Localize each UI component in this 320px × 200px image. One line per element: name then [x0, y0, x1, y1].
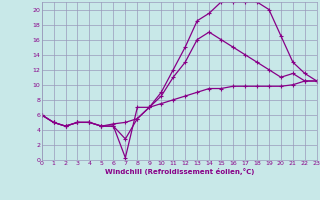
X-axis label: Windchill (Refroidissement éolien,°C): Windchill (Refroidissement éolien,°C): [105, 168, 254, 175]
